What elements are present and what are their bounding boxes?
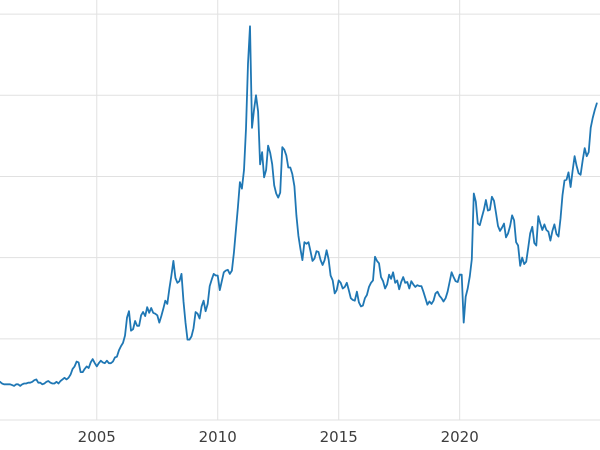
x-axis-tick-label: 2020 — [441, 428, 479, 446]
x-axis-tick-label: 2005 — [78, 428, 116, 446]
x-axis-tick-label: 2015 — [320, 428, 358, 446]
x-axis-tick-label: 2010 — [199, 428, 237, 446]
price-series-line — [0, 25, 598, 387]
